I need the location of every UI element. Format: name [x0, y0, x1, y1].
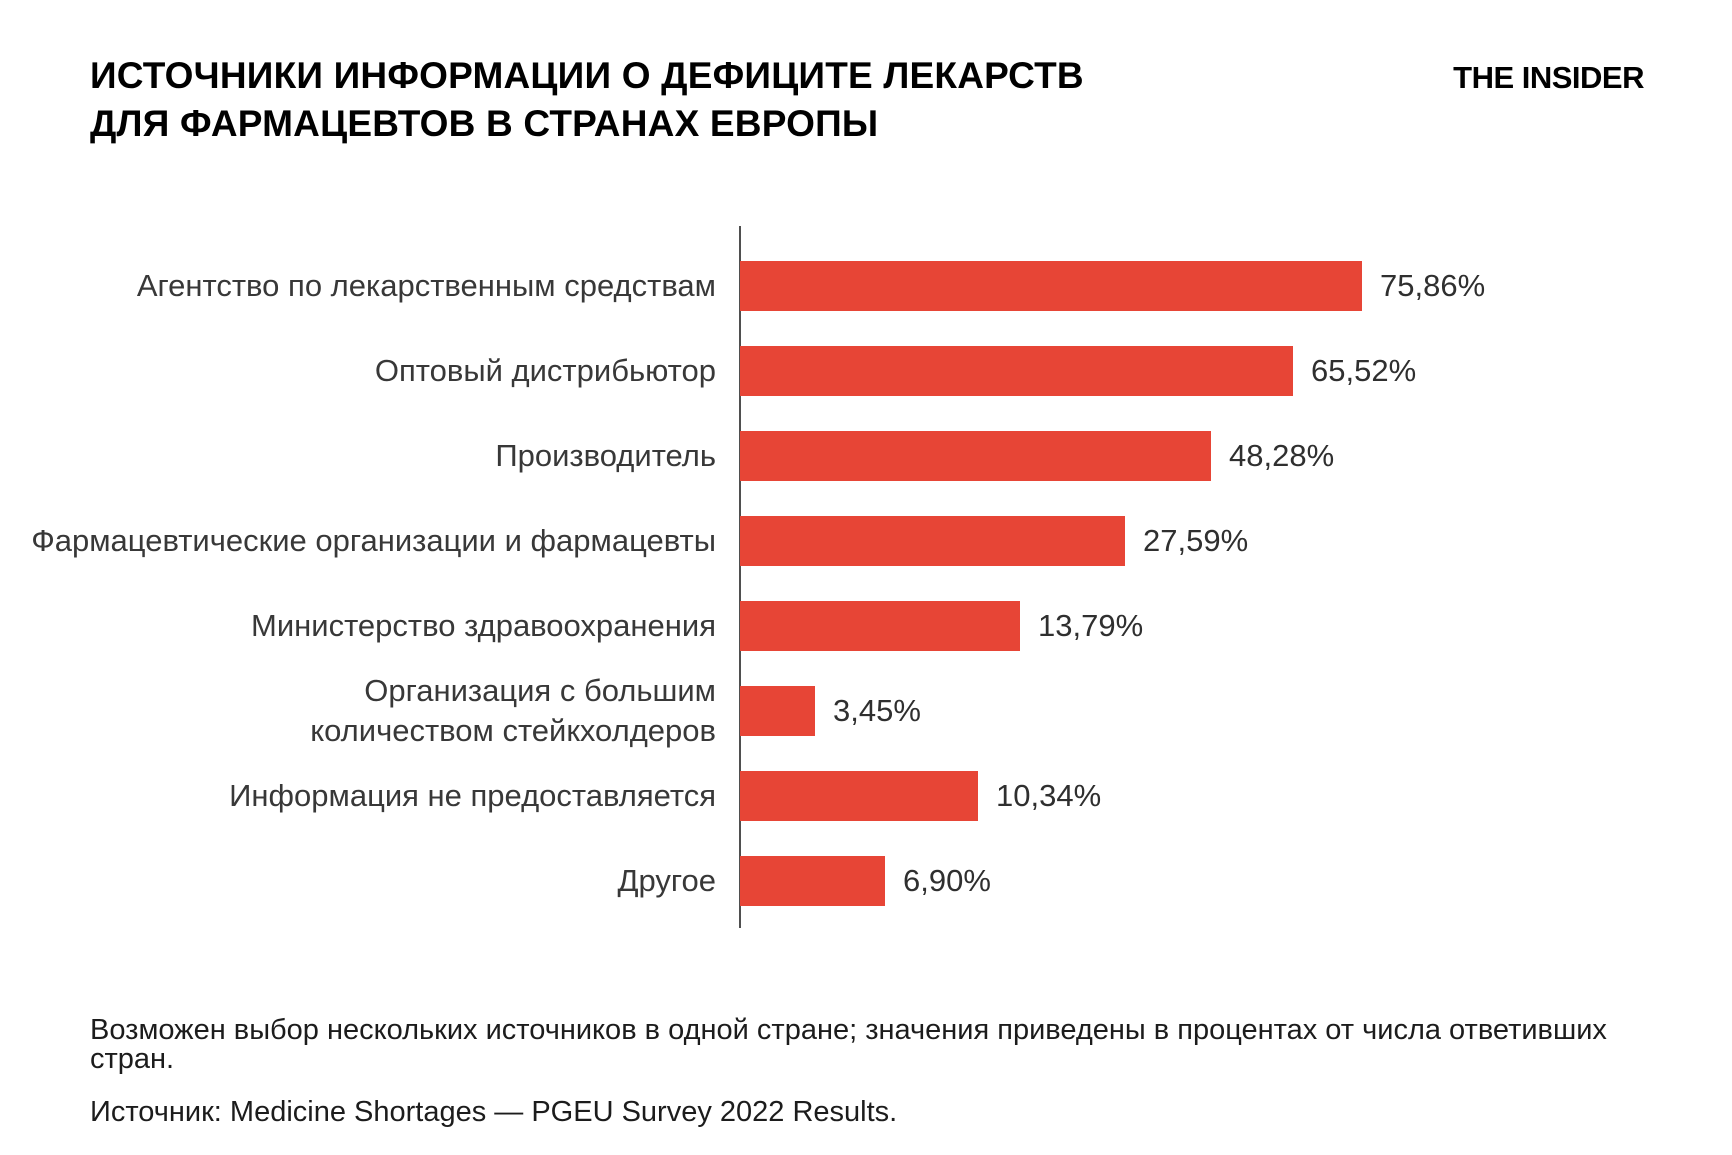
category-label: Организация с большим количеством стейкх… — [310, 673, 716, 748]
chart-row: Другое 6,90% — [0, 838, 1732, 923]
bar-area: 10,34% — [740, 753, 1732, 838]
bar — [740, 345, 1293, 396]
value-label: 27,59% — [1143, 522, 1249, 558]
value-label: 3,45% — [833, 692, 921, 728]
chart-rows: Агентство по лекарственным средствам 75,8… — [0, 243, 1732, 923]
bar — [740, 855, 885, 906]
chart-row: Министерство здравоохранения 13,79% — [0, 583, 1732, 668]
bar-area: 3,45% — [740, 668, 1732, 753]
footer: Возможен выбор нескольких источников в о… — [90, 1016, 1650, 1151]
category-label: Информация не предоставляется — [229, 777, 716, 813]
bar-area: 27,59% — [740, 498, 1732, 583]
category-label: Производитель — [495, 437, 716, 473]
bar — [740, 600, 1020, 651]
bar-area: 65,52% — [740, 328, 1732, 413]
bar-area: 75,86% — [740, 243, 1732, 328]
axis-line — [739, 226, 741, 928]
chart-row: Организация с большим количеством стейкх… — [0, 668, 1732, 753]
chart-row: Производитель 48,28% — [0, 413, 1732, 498]
value-label: 6,90% — [903, 862, 991, 898]
category-label: Оптовый дистрибьютор — [374, 352, 716, 388]
chart-row: Фармацевтические организации и фармацевт… — [0, 498, 1732, 583]
bar — [740, 685, 815, 736]
brand-logo: THE INSIDER — [1453, 60, 1644, 95]
category-label: Министерство здравоохранения — [251, 607, 716, 643]
bar-area: 6,90% — [740, 838, 1732, 923]
category-label: Другое — [617, 862, 717, 898]
value-label: 48,28% — [1229, 437, 1335, 473]
value-label: 75,86% — [1380, 267, 1486, 303]
footnote: Возможен выбор нескольких источников в о… — [90, 1014, 1607, 1075]
value-label: 13,79% — [1038, 607, 1144, 643]
source-note: Источник: Medicine Shortages — PGEU Surv… — [90, 1096, 898, 1128]
category-label: Фармацевтические организации и фармацевт… — [31, 522, 716, 558]
bar-area: 13,79% — [740, 583, 1732, 668]
bar — [740, 770, 978, 821]
chart-row: Информация не предоставляется 10,34% — [0, 753, 1732, 838]
category-label: Агентство по лекарственным средствам — [136, 267, 716, 303]
value-label: 65,52% — [1311, 352, 1417, 388]
chart-row: Оптовый дистрибьютор 65,52% — [0, 328, 1732, 413]
bar — [740, 430, 1211, 481]
bar — [740, 515, 1125, 566]
page-title: ИСТОЧНИКИ ИНФОРМАЦИИ О ДЕФИЦИТЕ ЛЕКАРСТВ… — [90, 55, 1084, 145]
bar-area: 48,28% — [740, 413, 1732, 498]
bar — [740, 260, 1362, 311]
value-label: 10,34% — [996, 777, 1102, 813]
bar-chart: Агентство по лекарственным средствам 75,8… — [0, 226, 1732, 928]
chart-row: Агентство по лекарственным средствам 75,8… — [0, 243, 1732, 328]
